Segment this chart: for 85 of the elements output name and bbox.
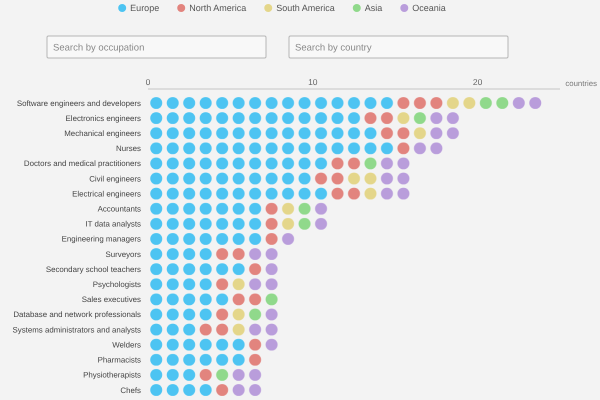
bar xyxy=(395,112,412,124)
bar xyxy=(148,248,214,260)
x-tick-label: 0 xyxy=(146,77,151,87)
legend-label: South America xyxy=(276,3,335,14)
bar xyxy=(329,188,362,200)
bar xyxy=(148,112,362,124)
bar xyxy=(148,263,247,276)
bar xyxy=(230,278,247,290)
bar xyxy=(148,157,330,170)
bar xyxy=(197,368,214,381)
bar xyxy=(214,308,230,320)
bar xyxy=(230,293,264,306)
bar xyxy=(148,324,198,336)
bar xyxy=(378,172,412,185)
bar xyxy=(346,172,379,185)
bar xyxy=(329,157,362,170)
bar xyxy=(263,263,280,276)
bar xyxy=(148,278,214,290)
bar xyxy=(478,97,511,109)
bar xyxy=(280,218,296,230)
bar xyxy=(263,202,280,215)
bar xyxy=(378,127,412,140)
bar xyxy=(148,368,198,381)
bar xyxy=(263,338,280,351)
bar xyxy=(148,218,264,230)
bar xyxy=(148,127,379,140)
bar xyxy=(148,188,330,200)
bar xyxy=(148,354,247,366)
bar xyxy=(280,232,296,245)
bar xyxy=(263,308,280,320)
x-tick-label: 10 xyxy=(308,77,318,87)
bar xyxy=(214,278,230,290)
bar xyxy=(148,384,214,396)
bar xyxy=(362,188,379,200)
bar xyxy=(263,218,280,230)
bar xyxy=(246,248,280,260)
bar xyxy=(148,97,396,109)
bar xyxy=(246,338,264,351)
legend-label: North America xyxy=(189,3,246,14)
bar xyxy=(378,188,412,200)
bar xyxy=(246,278,280,290)
bar xyxy=(395,97,445,109)
bar xyxy=(412,127,428,140)
bar xyxy=(230,368,264,381)
bar xyxy=(362,157,379,170)
legend-label: Asia xyxy=(364,3,382,14)
bar xyxy=(148,338,247,351)
bar xyxy=(230,324,247,336)
bar xyxy=(214,248,247,260)
bar xyxy=(312,202,330,215)
bar xyxy=(246,354,264,366)
bar xyxy=(280,202,296,215)
bar xyxy=(428,127,462,140)
bar xyxy=(362,112,396,124)
bar xyxy=(148,308,214,320)
bar xyxy=(412,112,428,124)
bar xyxy=(395,142,412,154)
bar xyxy=(296,202,313,215)
x-tick-label: 20 xyxy=(472,77,483,87)
bar xyxy=(263,293,280,306)
bar xyxy=(246,324,280,336)
bar xyxy=(412,142,445,154)
bar xyxy=(230,384,264,396)
legend-label: Oceania xyxy=(412,3,446,14)
bar xyxy=(148,293,230,306)
search-field: Search by country xyxy=(288,36,508,58)
search-field: Search by occupation xyxy=(46,36,266,58)
bar xyxy=(214,368,230,381)
bar xyxy=(246,263,264,276)
legend-label: Europe xyxy=(130,3,160,14)
bar xyxy=(263,232,280,245)
bar xyxy=(230,308,247,320)
bar xyxy=(214,384,230,396)
bar xyxy=(428,112,462,124)
bar xyxy=(296,218,313,230)
bar xyxy=(378,157,412,170)
bar xyxy=(246,308,264,320)
bar xyxy=(148,172,313,185)
bar xyxy=(148,142,396,154)
bar xyxy=(312,218,330,230)
bar xyxy=(312,172,346,185)
bar xyxy=(197,324,230,336)
bar xyxy=(148,232,264,245)
bar xyxy=(444,97,478,109)
bar xyxy=(148,202,264,215)
